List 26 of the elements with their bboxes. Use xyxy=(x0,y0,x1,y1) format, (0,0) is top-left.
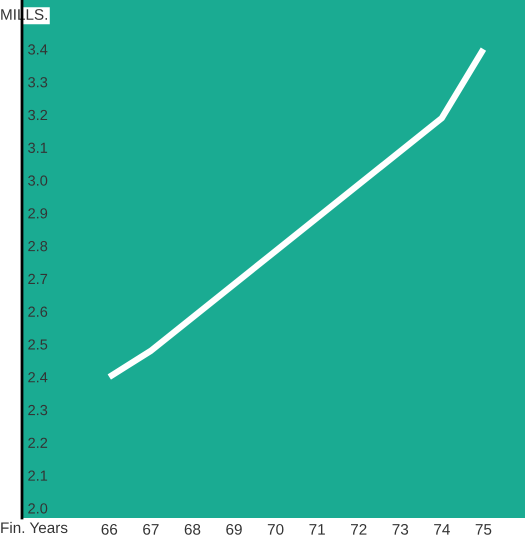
x-tick-label: 72 xyxy=(351,524,366,535)
x-tick-label: 74 xyxy=(434,524,450,535)
x-tick-label: 73 xyxy=(392,524,408,535)
y-tick-label: 3.2 xyxy=(28,110,48,120)
x-tick-label: 75 xyxy=(476,524,492,535)
y-tick-label: 2.6 xyxy=(28,306,48,317)
y-tick-label: 2.3 xyxy=(28,404,48,416)
x-tick-label: 68 xyxy=(184,524,200,535)
x-tick-label: 70 xyxy=(268,524,284,535)
y-tick-label: 2.8 xyxy=(28,240,48,252)
x-axis-title: Fin. Years xyxy=(1,522,68,534)
y-tick-label: 2.7 xyxy=(28,274,48,284)
x-tick-label: 71 xyxy=(309,524,325,535)
y-tick-label: 2.4 xyxy=(28,372,48,382)
y-tick-label: 3.1 xyxy=(28,142,48,153)
y-tick-label: 2.0 xyxy=(28,503,48,514)
x-tick-label: 66 xyxy=(102,524,118,535)
y-tick-label: 2.2 xyxy=(28,438,48,448)
x-tick-label: 69 xyxy=(226,524,242,535)
y-tick-label: 2.1 xyxy=(28,470,48,481)
y-tick-label: 3.3 xyxy=(28,77,48,88)
y-tick-label: 3.0 xyxy=(28,175,48,186)
y-tick-label: 2.5 xyxy=(28,339,48,350)
x-tick-label: 67 xyxy=(143,524,159,535)
y-tick-label: 3.4 xyxy=(28,44,48,55)
y-tick-label: 2.9 xyxy=(28,208,48,219)
